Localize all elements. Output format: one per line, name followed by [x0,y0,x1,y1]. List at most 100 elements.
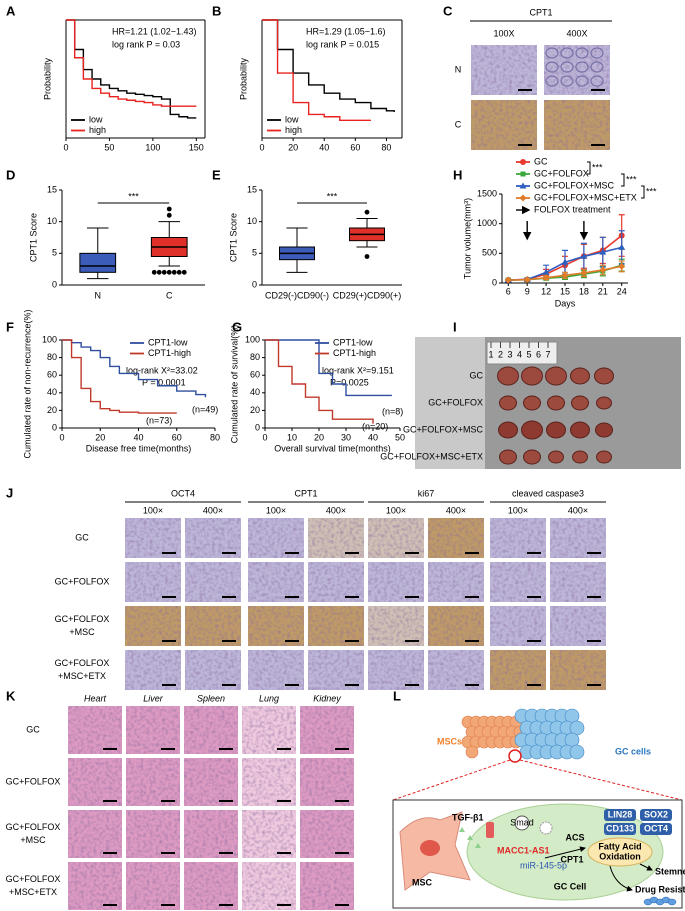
annotation: log-rank X²=9.151 [322,365,394,375]
texture [126,758,180,806]
y-tick-label: 0 [255,422,260,432]
y-tick-label: 100 [245,334,260,344]
tumor [497,366,519,386]
x-tick-label: 0 [259,142,264,152]
point [561,271,569,279]
ruler-number: 6 [536,349,541,359]
panel-label: K [6,688,16,703]
texture [184,810,238,858]
point [542,274,550,282]
x-tick-label: 60 [350,142,360,152]
y-axis-label: CPT1 Score [28,213,38,262]
ruler-number: 5 [526,349,531,359]
x-tick-label: 18 [579,286,589,296]
point [519,182,527,189]
legend-label: low [285,114,299,124]
outlier [166,212,172,218]
texture [248,518,304,558]
panel-label: F [6,319,14,334]
label-mir: miR-145-5p [520,860,567,870]
annotation: (n=73) [146,415,172,425]
point [519,194,527,202]
row-label: GC+FOLFOX+MSC [403,424,484,434]
x-axis-label: Overall survival time(months) [274,443,391,453]
x-tick-label: 0 [262,432,267,442]
marker-label: CD133 [606,823,634,833]
y-tick-label: 5 [52,248,57,258]
texture [248,562,304,602]
marker-box [604,809,636,821]
texture [126,862,180,910]
texture [125,606,181,646]
y-tick-label: 100 [42,334,57,344]
y-tick-label: 20 [47,405,57,415]
texture [490,518,546,558]
panel-label: H [453,167,462,182]
row-label: +MSC [20,835,46,845]
crypt [560,75,574,87]
annotation: log rank P = 0.015 [306,39,379,49]
panel-label: J [6,485,13,500]
legend-label: FOLFOX treatment [534,204,611,214]
gc-cell [569,744,585,760]
texture [185,606,241,646]
box [79,252,117,273]
texture [125,518,181,558]
texture [68,758,122,806]
subheader: 400× [326,505,346,515]
zoom-lines [392,759,683,801]
y-axis-label: Cumulated rate of non-recurrence(%) [22,309,32,458]
crypt [545,61,559,73]
annotation: (n=49) [192,404,218,414]
y-tick-label: 1500 [477,188,497,198]
column-header: Lung [259,693,279,703]
tumor [521,420,543,440]
marker-label: LIN28 [608,809,633,819]
texture [248,650,304,690]
x-tick-label: C [166,290,173,300]
panel-label: L [393,688,401,703]
rna-node [539,821,553,835]
subheader: 100× [143,505,163,515]
tumor [594,367,614,385]
y-tick-label: 60 [47,370,57,380]
ruler-number: 3 [507,349,512,359]
texture [550,518,606,558]
label-gc-cell: GC Cell [554,881,587,891]
tumor [596,450,612,464]
y-tick-label: 20 [250,405,260,415]
series-line [265,339,374,424]
tumor [521,366,543,386]
point [561,258,569,265]
legend-label: low [89,114,103,124]
texture [248,606,304,646]
outlier [156,269,162,275]
texture [185,650,241,690]
texture [308,606,364,646]
tumor [523,395,541,411]
tumor [572,450,588,464]
texture [68,862,122,910]
crypt [545,47,559,59]
x-tick-label: 21 [598,286,608,296]
point [618,243,626,250]
subheader: 100× [508,505,528,515]
x-tick-label: 6 [506,286,511,296]
row-label: +MSC [69,627,95,637]
point [599,266,607,274]
label-drug: Drug Resistance [635,884,685,894]
annotation: log rank P = 0.03 [112,39,180,49]
legend-label: GC [534,156,548,166]
marker-label: OCT4 [644,823,668,833]
outlier [166,269,172,275]
row-label: GC+FOLFOX [6,776,61,786]
x-tick-label: 40 [319,142,329,152]
column-header: CPT1 [294,488,317,498]
receptor [486,822,494,838]
pathway-arrow [609,865,633,892]
annotation: HR=1.21 (1.02−1.43) [112,26,197,36]
subheader: 100× [266,505,286,515]
x-tick-label: 150 [189,142,204,152]
